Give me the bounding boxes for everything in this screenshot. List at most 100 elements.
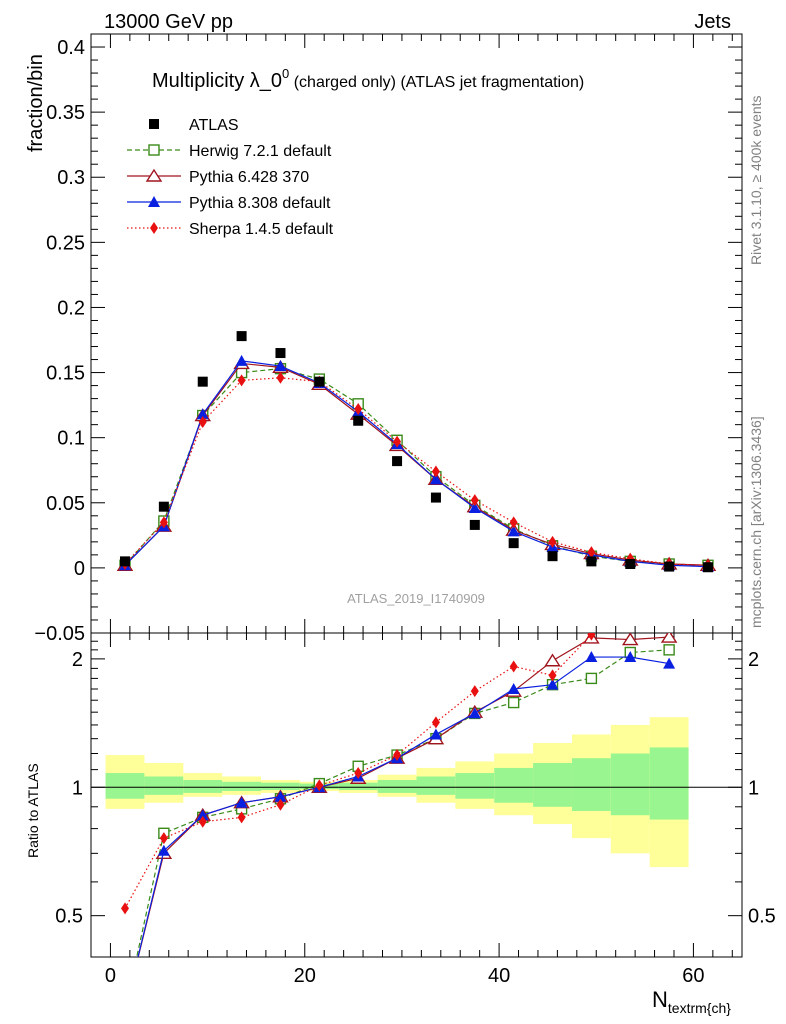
ratio-point-pythia8: [585, 651, 598, 663]
ratio-point-sherpa: [237, 811, 246, 824]
ratio-point-sherpa: [276, 798, 285, 811]
ratio-point-pythia8: [235, 796, 248, 808]
ratio-plot-frame: [90, 632, 743, 958]
ratio-point-sherpa: [470, 685, 479, 698]
band-inner-bin: [377, 780, 417, 793]
y-tick-label-main: 0: [74, 558, 85, 580]
y-tick-label-main: 0.15: [46, 363, 85, 385]
band-inner-bin: [222, 781, 262, 792]
data-point-atlas: [353, 415, 364, 426]
y-tick-label-main: −0.05: [34, 623, 85, 645]
ratio-point-pythia8: [429, 728, 442, 740]
y-tick-label-main: 0.05: [46, 493, 85, 515]
data-point-sherpa: [276, 371, 285, 384]
band-inner-bin: [261, 782, 300, 791]
legend-label-pythia6: Pythia 6.428 370: [189, 169, 309, 186]
data-point-sherpa: [431, 465, 440, 478]
data-point-atlas: [469, 519, 480, 530]
header-right: Jets: [694, 11, 731, 33]
band-inner-bin: [144, 776, 184, 795]
y-tick-label-main: 0.35: [46, 102, 85, 124]
ratio-point-herwig: [507, 696, 520, 709]
data-point-atlas: [120, 556, 131, 567]
legend-label-atlas: ATLAS: [189, 117, 239, 134]
data-point-sherpa: [509, 516, 518, 529]
y-tick-label-ratio-right: 0.5: [748, 906, 776, 928]
ratio-point-pythia6: [621, 633, 639, 646]
data-point-atlas: [586, 556, 597, 567]
data-point-sherpa: [548, 535, 557, 548]
ratio-point-pythia8: [196, 809, 209, 821]
y-tick-label-main: 0.2: [57, 297, 85, 319]
data-point-pythia8: [235, 354, 248, 366]
axes-ticks: [91, 34, 742, 957]
rivet-label: Rivet 3.1.10, ≥ 400k events: [748, 95, 764, 265]
ratio-point-sherpa: [587, 633, 596, 641]
ratio-point-sherpa: [548, 669, 557, 682]
legend-label-sherpa: Sherpa 1.4.5 default: [189, 221, 334, 238]
data-point-sherpa: [159, 516, 168, 529]
y-tick-label-ratio: 2: [72, 649, 83, 671]
ratio-point-pythia8: [274, 790, 287, 802]
data-point-atlas: [197, 376, 208, 387]
main-ylabel: fraction/bin: [25, 54, 47, 152]
ratio-point-pythia8: [546, 678, 559, 690]
data-point-atlas: [392, 456, 403, 467]
band-inner-bin: [649, 747, 689, 820]
legend-marker-sherpa: [150, 222, 158, 234]
data-point-atlas: [508, 538, 519, 549]
band-inner-bin: [183, 780, 223, 793]
x-tick-label: 20: [294, 965, 316, 987]
y-tick-label-ratio-right: 1: [748, 777, 759, 799]
y-tick-label-main: 0.25: [46, 232, 85, 254]
data-point-sherpa: [237, 374, 246, 387]
main-series: [116, 331, 717, 573]
legend-marker-pythia6: [145, 168, 163, 182]
ratio-series: [121, 633, 678, 957]
ratio-ylabel: Ratio to ATLAS: [25, 763, 41, 858]
mcplots-label: mcplots.cern.ch [arXiv:1306.3436]: [748, 416, 764, 628]
data-point-sherpa: [393, 435, 402, 448]
plot-title-suffix: (charged only) (ATLAS jet fragmentation): [289, 74, 584, 91]
ratio-point-herwig: [663, 644, 675, 656]
plot-title-sup: 0: [282, 66, 289, 81]
y-tick-label-ratio: 0.5: [55, 906, 83, 928]
header-left: 13000 GeV pp: [104, 11, 233, 33]
legend-label-herwig: Herwig 7.2.1 default: [189, 143, 332, 160]
analysis-watermark: ATLAS_2019_I1740909: [347, 591, 485, 606]
data-point-pythia8: [507, 525, 520, 537]
y-tick-label-ratio: 1: [72, 777, 83, 799]
data-point-sherpa: [587, 546, 596, 559]
band-inner-bin: [455, 773, 495, 799]
data-point-atlas: [547, 551, 558, 562]
data-point-sherpa: [470, 494, 479, 507]
series-line-pythia6: [124, 362, 709, 566]
data-point-pythia8: [274, 360, 287, 372]
legend: ATLAS Herwig 7.2.1 default Pythia 6.428 37…: [127, 117, 334, 238]
legend-marker-herwig: [148, 144, 160, 156]
ratio-point-sherpa: [509, 660, 518, 673]
series-line-pythia8: [124, 360, 709, 568]
ratio-point-pythia6: [660, 633, 678, 643]
ratio-point-pythia8: [468, 707, 481, 719]
ratio-point-pythia8: [624, 651, 637, 663]
data-point-atlas: [158, 501, 169, 512]
legend-label-pythia8: Pythia 8.308 default: [189, 195, 331, 212]
ratio-point-sherpa: [431, 716, 440, 729]
band-inner-bin: [416, 776, 456, 795]
data-point-atlas: [314, 376, 325, 387]
x-axis-label: Ntextrm{ch}: [652, 987, 731, 1016]
y-tick-label-main: 0.4: [57, 37, 85, 59]
series-line-herwig: [124, 368, 709, 566]
data-point-atlas: [664, 561, 675, 572]
band-inner-bin: [610, 753, 650, 816]
band-inner-bin: [571, 758, 611, 811]
ratio-point-pythia8: [663, 657, 676, 669]
data-point-sherpa: [354, 403, 363, 416]
ratio-point-pythia8: [157, 844, 170, 856]
ratio-uncertainty-bands: [105, 717, 689, 868]
legend-marker-atlas: [149, 119, 159, 129]
ratio-point-pythia8: [507, 682, 520, 694]
